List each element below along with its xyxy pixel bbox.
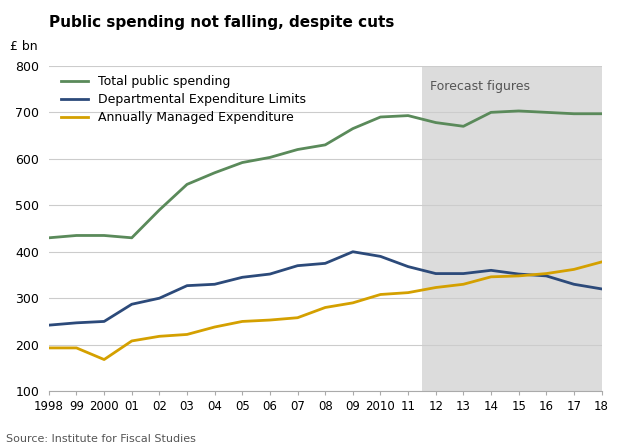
Annually Managed Expenditure — [238, 319, 246, 324]
Departmental Expenditure Limits — [515, 271, 522, 277]
Departmental Expenditure Limits — [432, 271, 439, 276]
Annually Managed Expenditure — [460, 281, 467, 287]
Departmental Expenditure Limits — [155, 296, 163, 301]
Annually Managed Expenditure — [515, 273, 522, 279]
Annually Managed Expenditure — [73, 345, 80, 351]
Annually Managed Expenditure — [211, 324, 218, 330]
Total public spending — [45, 235, 52, 240]
Departmental Expenditure Limits — [404, 264, 412, 269]
Departmental Expenditure Limits — [45, 322, 52, 328]
Departmental Expenditure Limits — [460, 271, 467, 276]
Total public spending — [349, 126, 356, 131]
Annually Managed Expenditure — [349, 300, 356, 306]
Total public spending — [515, 108, 522, 114]
Annually Managed Expenditure — [266, 318, 274, 323]
Total public spending — [460, 124, 467, 129]
Annually Managed Expenditure — [432, 285, 439, 290]
Departmental Expenditure Limits — [73, 320, 80, 326]
Departmental Expenditure Limits — [349, 249, 356, 254]
Total public spending — [404, 113, 412, 118]
Departmental Expenditure Limits — [238, 275, 246, 280]
Annually Managed Expenditure — [155, 334, 163, 339]
Annually Managed Expenditure — [128, 338, 135, 343]
Line: Annually Managed Expenditure: Annually Managed Expenditure — [49, 262, 602, 359]
Line: Total public spending: Total public spending — [49, 111, 602, 238]
Total public spending — [321, 142, 329, 148]
Annually Managed Expenditure — [377, 292, 384, 297]
Annually Managed Expenditure — [570, 267, 578, 272]
Text: Source: Institute for Fiscal Studies: Source: Institute for Fiscal Studies — [6, 434, 196, 444]
Departmental Expenditure Limits — [266, 271, 274, 277]
Bar — [422, 66, 602, 391]
Annually Managed Expenditure — [404, 290, 412, 295]
Departmental Expenditure Limits — [542, 273, 550, 279]
Total public spending — [100, 233, 108, 238]
Annually Managed Expenditure — [598, 259, 605, 264]
Text: Public spending not falling, despite cuts: Public spending not falling, despite cut… — [49, 15, 394, 30]
Total public spending — [238, 160, 246, 165]
Annually Managed Expenditure — [542, 271, 550, 276]
Total public spending — [570, 111, 578, 116]
Departmental Expenditure Limits — [377, 254, 384, 259]
Total public spending — [542, 110, 550, 115]
Departmental Expenditure Limits — [294, 263, 301, 268]
Line: Departmental Expenditure Limits: Departmental Expenditure Limits — [49, 252, 602, 325]
Departmental Expenditure Limits — [598, 286, 605, 292]
Total public spending — [183, 182, 191, 187]
Annually Managed Expenditure — [294, 315, 301, 320]
Text: £ bn: £ bn — [10, 40, 38, 53]
Departmental Expenditure Limits — [321, 260, 329, 266]
Annually Managed Expenditure — [321, 305, 329, 310]
Total public spending — [155, 207, 163, 213]
Text: Forecast figures: Forecast figures — [430, 80, 530, 93]
Departmental Expenditure Limits — [211, 281, 218, 287]
Total public spending — [598, 111, 605, 116]
Total public spending — [266, 155, 274, 160]
Departmental Expenditure Limits — [487, 268, 495, 273]
Total public spending — [432, 120, 439, 125]
Annually Managed Expenditure — [45, 345, 52, 351]
Total public spending — [487, 110, 495, 115]
Annually Managed Expenditure — [100, 357, 108, 362]
Total public spending — [211, 170, 218, 175]
Total public spending — [377, 114, 384, 120]
Departmental Expenditure Limits — [570, 281, 578, 287]
Annually Managed Expenditure — [487, 274, 495, 280]
Total public spending — [128, 235, 135, 240]
Departmental Expenditure Limits — [128, 301, 135, 307]
Departmental Expenditure Limits — [183, 283, 191, 288]
Total public spending — [73, 233, 80, 238]
Legend: Total public spending, Departmental Expenditure Limits, Annually Managed Expendi: Total public spending, Departmental Expe… — [61, 75, 306, 124]
Total public spending — [294, 147, 301, 152]
Annually Managed Expenditure — [183, 332, 191, 337]
Departmental Expenditure Limits — [100, 319, 108, 324]
